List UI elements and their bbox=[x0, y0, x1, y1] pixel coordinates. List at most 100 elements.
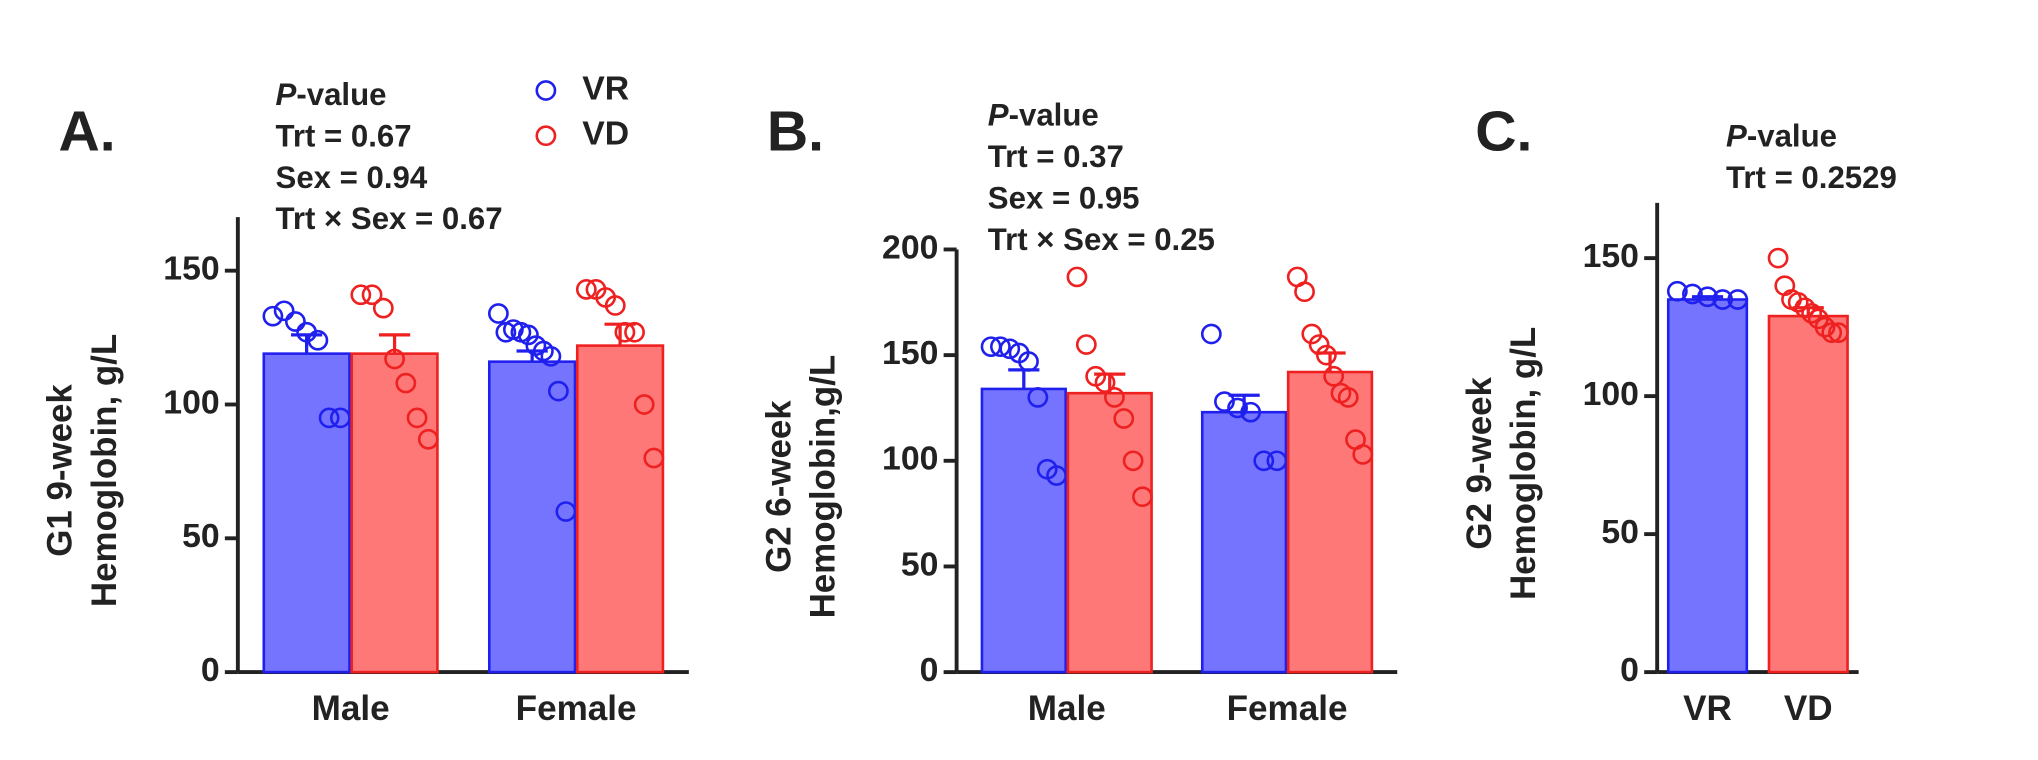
data-point bbox=[1352, 444, 1374, 465]
y-tick-label: 50 bbox=[901, 546, 939, 583]
x-tick-label: Male bbox=[1028, 689, 1106, 728]
data-point bbox=[1337, 387, 1359, 408]
y-tick-label: 0 bbox=[1620, 652, 1639, 689]
bar bbox=[1066, 391, 1153, 674]
y-axis-label: Hemoglobin,g/L bbox=[804, 355, 843, 619]
y-tick-label: 0 bbox=[201, 652, 220, 689]
data-point bbox=[1727, 289, 1749, 310]
data-point bbox=[318, 407, 340, 429]
data-point bbox=[487, 303, 509, 324]
data-point bbox=[1075, 334, 1097, 355]
data-point bbox=[1018, 351, 1039, 372]
data-point bbox=[990, 336, 1011, 358]
x-tick-label: VR bbox=[1683, 689, 1732, 728]
y-axis-label: Hemoglobin, g/L bbox=[1504, 327, 1543, 600]
legend-label: VR bbox=[582, 70, 629, 107]
x-tick-label: Male bbox=[312, 689, 390, 728]
data-point bbox=[1294, 281, 1315, 303]
data-point bbox=[1666, 280, 1688, 302]
panel-label: C. bbox=[1475, 100, 1532, 164]
data-point bbox=[540, 345, 562, 367]
data-point bbox=[1323, 365, 1345, 387]
y-tick-label: 150 bbox=[163, 251, 219, 288]
data-point bbox=[1253, 450, 1275, 472]
bar bbox=[980, 387, 1067, 674]
y-axis-label: G1 9-week bbox=[41, 384, 80, 557]
data-point bbox=[361, 284, 383, 306]
y-axis-label: G2 9-week bbox=[1460, 377, 1499, 550]
annotation: Sex = 0.94 bbox=[276, 160, 428, 195]
data-point bbox=[1697, 286, 1718, 308]
bar bbox=[1286, 370, 1374, 674]
data-point bbox=[517, 324, 539, 346]
data-point bbox=[395, 372, 417, 394]
data-point bbox=[406, 407, 428, 429]
data-point bbox=[1104, 387, 1125, 408]
data-point bbox=[604, 295, 626, 316]
data-point bbox=[1122, 450, 1144, 472]
data-point bbox=[575, 279, 597, 300]
x-tick-label: VD bbox=[1784, 689, 1833, 728]
data-point bbox=[372, 297, 394, 319]
y-tick-label: 100 bbox=[882, 441, 938, 478]
bar bbox=[262, 352, 351, 674]
data-point bbox=[1046, 465, 1067, 486]
data-point bbox=[999, 338, 1021, 360]
data-point bbox=[1315, 344, 1337, 366]
annotation: Sex = 0.95 bbox=[988, 181, 1140, 216]
data-point bbox=[1787, 291, 1809, 313]
x-tick-label: Female bbox=[1227, 689, 1348, 728]
y-axis-label: G2 6-week bbox=[759, 400, 798, 573]
data-point bbox=[614, 321, 636, 343]
data-point bbox=[1308, 334, 1330, 355]
y-tick-label: 100 bbox=[1583, 376, 1639, 413]
data-point bbox=[329, 407, 351, 429]
y-tick-label: 200 bbox=[882, 229, 938, 266]
data-point bbox=[384, 348, 405, 370]
data-point bbox=[350, 284, 372, 306]
data-point bbox=[1200, 323, 1222, 345]
data-point bbox=[273, 300, 295, 322]
bar bbox=[350, 352, 439, 674]
data-point bbox=[1113, 408, 1135, 429]
data-point bbox=[1227, 397, 1248, 419]
data-point bbox=[284, 311, 306, 332]
annotation: Trt × Sex = 0.67 bbox=[276, 201, 503, 236]
data-point bbox=[1266, 450, 1288, 472]
data-point bbox=[1066, 266, 1088, 288]
data-point bbox=[1240, 401, 1262, 423]
bar bbox=[1666, 298, 1749, 674]
annotation: Trt = 0.37 bbox=[988, 139, 1124, 174]
data-point bbox=[1794, 297, 1816, 319]
x-tick-label: Female bbox=[516, 689, 637, 728]
data-point bbox=[1712, 289, 1734, 310]
y-tick-label: 0 bbox=[920, 652, 939, 689]
y-tick-label: 50 bbox=[182, 518, 220, 555]
y-axis-label: Hemoglobin, g/L bbox=[85, 334, 124, 607]
bar bbox=[1767, 314, 1849, 674]
data-point bbox=[547, 380, 569, 402]
panel-label: B. bbox=[767, 100, 824, 164]
y-tick-label: 150 bbox=[882, 335, 938, 372]
data-point bbox=[555, 501, 577, 522]
y-tick-label: 100 bbox=[163, 384, 219, 421]
data-point bbox=[262, 305, 284, 327]
data-point bbox=[1682, 283, 1703, 305]
data-point bbox=[624, 321, 645, 343]
annotation: P-value bbox=[1726, 119, 1837, 154]
data-point bbox=[417, 428, 439, 450]
data-point bbox=[633, 394, 655, 415]
legend-marker bbox=[535, 80, 557, 101]
legend-marker bbox=[535, 125, 557, 147]
panel-label: A. bbox=[58, 100, 115, 164]
data-point bbox=[1821, 322, 1843, 343]
annotation: Trt = 0.67 bbox=[276, 119, 412, 154]
data-point bbox=[1214, 391, 1235, 412]
data-point bbox=[307, 329, 329, 351]
data-point bbox=[1301, 323, 1323, 345]
annotation: Trt = 0.2529 bbox=[1726, 160, 1897, 195]
annotation: P-value bbox=[276, 77, 387, 112]
data-point bbox=[1027, 387, 1049, 408]
data-point bbox=[1132, 486, 1153, 508]
